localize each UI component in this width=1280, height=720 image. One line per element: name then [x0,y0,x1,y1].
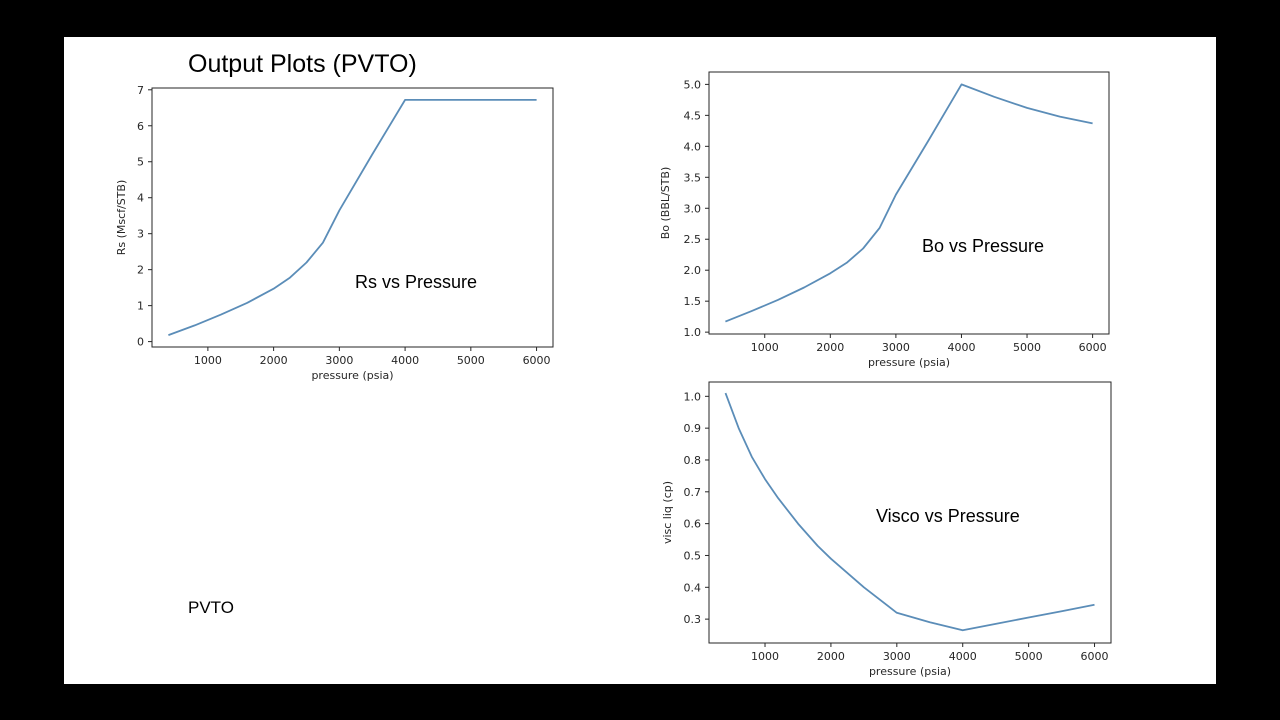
x-tick-label: 1000 [751,650,779,663]
slide-title: Output Plots (PVTO) [188,50,417,78]
y-tick-label: 0.3 [684,613,702,626]
y-tick-label: 4 [137,192,144,205]
y-tick-label: 1 [137,300,144,313]
x-tick-label: 4000 [391,354,419,367]
y-tick-label: 2 [137,264,144,277]
y-tick-label: 0.9 [684,422,702,435]
y-tick-label: 3 [137,228,144,241]
plot-frame [708,381,1112,644]
y-tick-label: 0.6 [684,518,702,531]
y-tick-label: 7 [137,84,144,97]
y-tick-label: 2.5 [684,233,702,246]
chart-annotation: Bo vs Pressure [922,236,1044,256]
x-tick-label: 3000 [882,341,910,354]
x-tick-label: 5000 [457,354,485,367]
x-tick-label: 6000 [1079,341,1107,354]
x-tick-label: 2000 [817,650,845,663]
y-axis-label: Bo (BBL/STB) [659,167,672,240]
y-axis-label: visc liq (cp) [661,481,674,544]
y-tick-label: 1.5 [684,295,702,308]
x-tick-label: 6000 [1081,650,1109,663]
y-tick-label: 0.4 [684,581,702,594]
slide [64,37,1216,684]
y-tick-label: 1.0 [684,326,702,339]
x-tick-label: 6000 [523,354,551,367]
y-tick-label: 4.0 [684,140,702,153]
y-axis-label: Rs (Mscf/STB) [115,180,128,256]
x-tick-label: 4000 [947,341,975,354]
x-axis-label: pressure (psia) [869,665,951,678]
y-tick-label: 6 [137,120,144,133]
plot-frame [151,87,554,348]
y-tick-label: 0.5 [684,549,702,562]
series-line [725,83,1093,323]
x-tick-label: 5000 [1015,650,1043,663]
x-tick-label: 1000 [194,354,222,367]
x-tick-label: 3000 [883,650,911,663]
x-tick-label: 2000 [816,341,844,354]
chart-annotation: Visco vs Pressure [876,506,1020,526]
y-tick-label: 5 [137,156,144,169]
y-tick-label: 0.7 [684,486,702,499]
slide-footer-label: PVTO [188,598,234,617]
series-line [724,392,1095,632]
y-tick-label: 3.0 [684,202,702,215]
y-tick-label: 4.5 [684,109,702,122]
x-tick-label: 5000 [1013,341,1041,354]
y-tick-label: 5.0 [684,78,702,91]
series-line [168,99,537,336]
x-tick-label: 4000 [949,650,977,663]
x-tick-label: 1000 [751,341,779,354]
y-tick-label: 2.0 [684,264,702,277]
y-tick-label: 3.5 [684,171,702,184]
y-tick-label: 0 [137,336,144,349]
x-tick-label: 3000 [325,354,353,367]
chart-annotation: Rs vs Pressure [355,272,477,292]
y-tick-label: 1.0 [684,390,702,403]
x-tick-label: 2000 [260,354,288,367]
x-axis-label: pressure (psia) [868,356,950,369]
x-axis-label: pressure (psia) [311,369,393,382]
y-tick-label: 0.8 [684,454,702,467]
plot-frame [708,71,1110,335]
